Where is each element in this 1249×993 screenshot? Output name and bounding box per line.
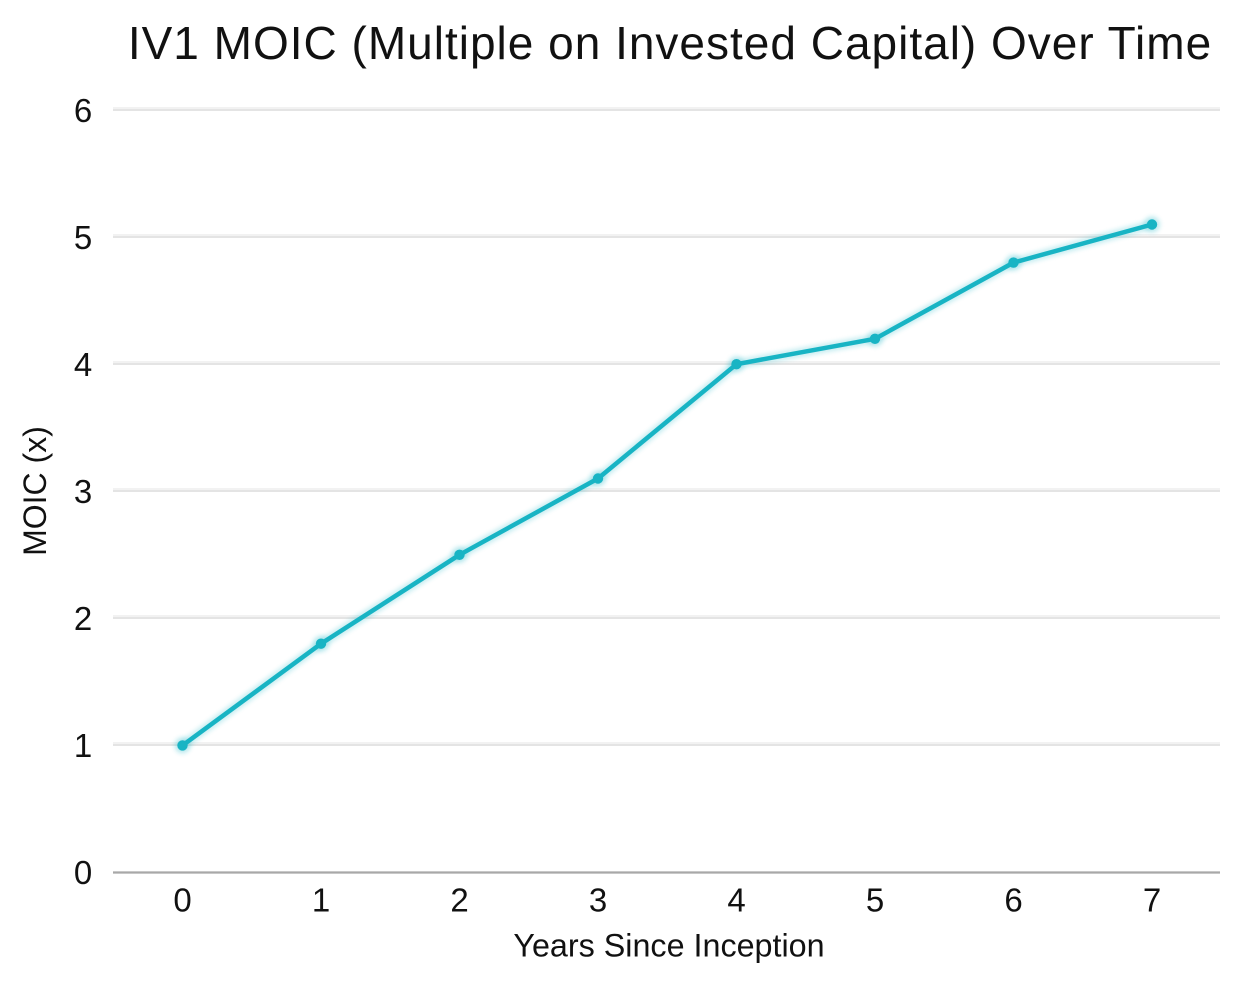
- svg-text:3: 3: [589, 882, 607, 919]
- svg-text:5: 5: [866, 882, 884, 919]
- svg-text:3: 3: [74, 473, 92, 510]
- svg-text:0: 0: [173, 882, 191, 919]
- svg-text:7: 7: [1143, 882, 1161, 919]
- svg-text:0: 0: [74, 854, 92, 891]
- svg-text:1: 1: [74, 727, 92, 764]
- svg-text:Years Since Inception: Years Since Inception: [513, 928, 824, 964]
- svg-text:2: 2: [450, 882, 468, 919]
- svg-text:6: 6: [74, 92, 92, 129]
- svg-text:IV1 MOIC (Multiple on Invested: IV1 MOIC (Multiple on Invested Capital) …: [128, 17, 1212, 69]
- svg-text:2: 2: [74, 600, 92, 637]
- svg-text:1: 1: [312, 882, 330, 919]
- svg-text:6: 6: [1004, 882, 1022, 919]
- svg-text:MOIC (x): MOIC (x): [17, 426, 53, 556]
- svg-text:4: 4: [74, 346, 92, 383]
- svg-text:4: 4: [727, 882, 745, 919]
- svg-text:5: 5: [74, 219, 92, 256]
